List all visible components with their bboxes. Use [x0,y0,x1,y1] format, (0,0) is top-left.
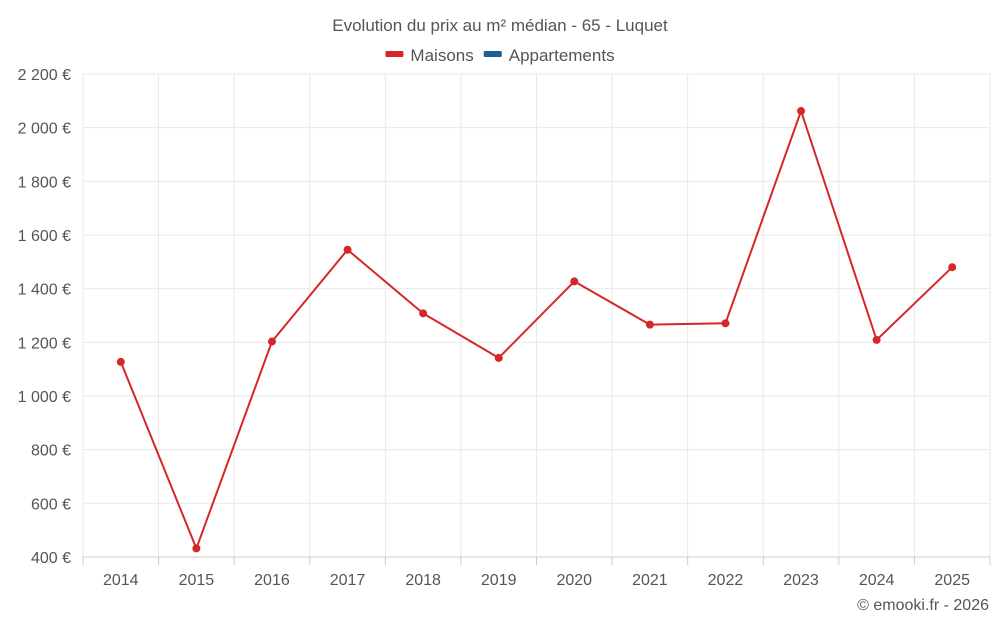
legend-label: Appartements [509,46,615,65]
y-tick-label: 400 € [31,550,71,567]
legend: Maisons Appartements [385,46,615,65]
y-tick-label: 2 000 € [18,121,71,138]
data-point[interactable] [116,357,125,366]
legend-label: Maisons [410,46,473,65]
data-point[interactable] [267,337,276,346]
x-tick-label: 2015 [179,572,215,589]
y-tick-label: 2 200 € [18,67,71,84]
y-tick-label: 1 400 € [18,282,71,299]
chart-credit: © emooki.fr - 2026 [857,597,989,614]
data-point[interactable] [192,544,201,553]
legend-item-appartements[interactable]: Appartements [483,46,615,65]
data-point[interactable] [494,353,503,362]
x-tick-label: 2020 [556,572,592,589]
data-point[interactable] [721,319,730,328]
axes: 400 € 600 € 800 € 1 000 € 1 200 € 1 400 € 1 60… [18,67,991,589]
data-point[interactable] [343,245,352,254]
y-tick-label: 800 € [31,443,71,460]
x-tick-label: 2025 [934,572,970,589]
x-tick-label: 2024 [859,572,895,589]
data-point[interactable] [645,320,654,329]
x-tick-label: 2022 [708,572,744,589]
x-tick-label: 2023 [783,572,819,589]
data-point[interactable] [872,335,881,344]
y-tick-label: 1 600 € [18,228,71,245]
legend-item-maisons[interactable]: Maisons [385,46,474,65]
y-tick-label: 1 800 € [18,174,71,191]
x-tick-label: 2016 [254,572,290,589]
x-tick-label: 2021 [632,572,668,589]
grid [82,73,991,557]
series-layer [116,107,957,553]
x-tick-label: 2014 [103,572,139,589]
y-tick-label: 1 200 € [18,335,71,352]
series-line-maisons [119,110,953,550]
y-tick-label: 600 € [31,496,71,513]
data-point[interactable] [570,277,579,286]
chart-title: Evolution du prix au m² médian - 65 - Lu… [332,16,668,35]
data-point[interactable] [419,309,428,318]
data-point[interactable] [797,107,806,116]
data-point[interactable] [948,263,957,272]
x-tick-label: 2018 [405,572,441,589]
x-tick-label: 2019 [481,572,517,589]
y-tick-label: 1 000 € [18,389,71,406]
x-tick-label: 2017 [330,572,366,589]
legend-swatch [483,51,502,57]
legend-swatch [385,51,404,57]
